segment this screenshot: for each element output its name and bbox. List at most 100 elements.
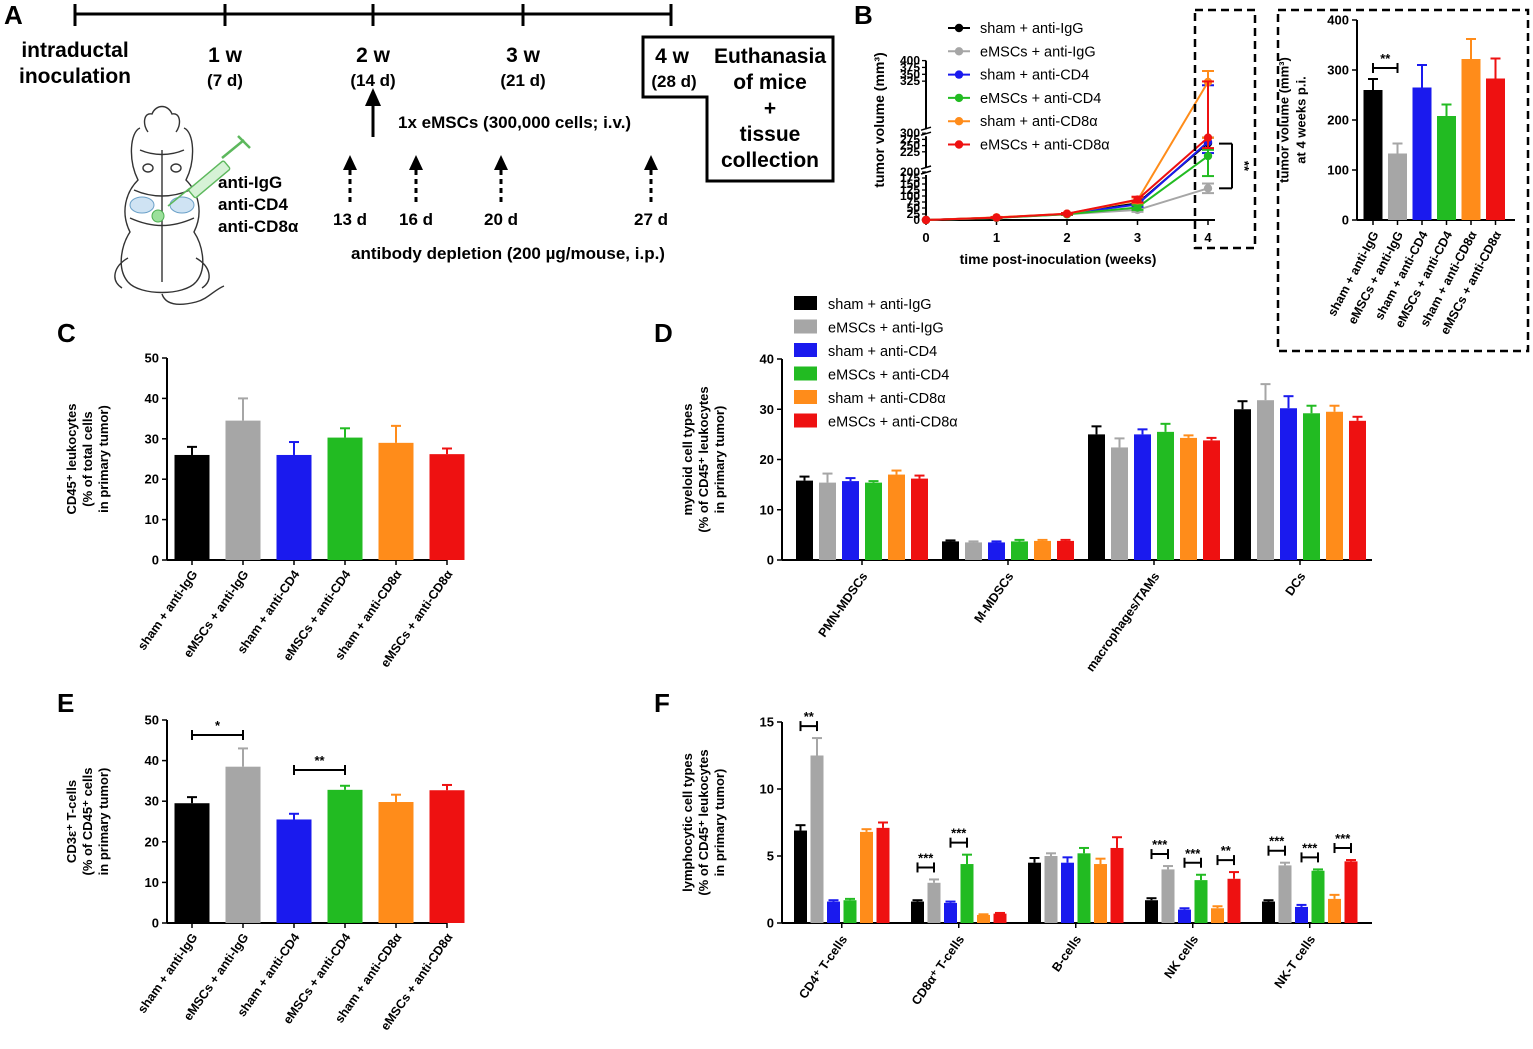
panel-b-y-tick-label-4: 100 (900, 189, 920, 203)
panel-b-y-tick-label-10: 250 (900, 139, 920, 153)
panel-f-sig-1-sig-label: *** (918, 850, 934, 865)
panel-b-x-tick-label-2: 2 (1063, 230, 1070, 245)
panel-f-bar-0-2 (827, 901, 840, 923)
euthanasia-line-1: Euthanasia (714, 45, 826, 68)
panel-f-bar-3-0 (1145, 900, 1158, 923)
euthanasia-line-2: of mice (733, 71, 807, 94)
panel-b-bar-y-label-0: tumor volume (mm³) (1277, 57, 1292, 183)
panel-f-bar-0-4 (860, 831, 873, 923)
panel-b-bar-bar-5 (1486, 78, 1505, 220)
panel-b-bar-sig-0-sig-label: ** (1380, 51, 1391, 66)
antibody-3: anti-CD8α (218, 217, 299, 236)
panel-d-chart: 0 10 20 30 40 myeloid cell types (% of CD45⁺ l… (680, 296, 1372, 674)
panel-b-y-tick-label-1: 25 (907, 207, 921, 221)
panel-b-bar-y-label-1: at 4 weeks p.i. (1294, 76, 1309, 163)
panel-f-bar-4-4 (1328, 898, 1341, 923)
panel-c-y-tick-label-4: 40 (145, 391, 159, 406)
panel-f-bar-1-1 (927, 882, 941, 923)
panel-d-bar-1-2 (988, 542, 1005, 560)
panel-d-bar-0-0 (796, 480, 813, 560)
panel-f-sig-0-sig-label: ** (804, 709, 815, 724)
panel-f-bar-3-3 (1194, 880, 1208, 923)
panel-b-bar-chart: 0 100 200 300 400 tumor volume (mm³) at 4 week… (1277, 13, 1515, 337)
panel-f-sig-2-sig-label: *** (951, 826, 967, 841)
panel-d-x-label-2: macrophages/TAMs (1083, 570, 1162, 675)
panel-f-bar-2-0 (1028, 862, 1041, 923)
panel-f-bar-2-3 (1077, 853, 1091, 923)
panel-d-y-tick-label-3: 30 (760, 402, 774, 417)
panel-e-sig-0-sig-label: * (215, 718, 221, 733)
panel-b-point-5-3 (1133, 195, 1142, 204)
panel-f-bar-0-5 (876, 827, 890, 923)
panel-f-bar-0-3 (843, 900, 857, 923)
panel-e-bar-4 (378, 802, 414, 923)
panel-b-y-tick-label-16: 400 (900, 54, 920, 68)
panel-b-legend-marker-1 (954, 47, 964, 56)
panel-d-label: D (654, 318, 673, 348)
panel-f-bar-2-5 (1110, 847, 1124, 923)
week-3-label: 3 w (506, 44, 541, 67)
start-label-line-1: intraductal (21, 39, 128, 62)
panel-d-bar-0-5 (911, 478, 928, 560)
panel-b-sig-label: ** (1237, 161, 1252, 172)
panel-f-bar-3-2 (1178, 909, 1191, 923)
panel-d-bar-2-4 (1180, 437, 1197, 560)
panel-e-y-tick-label-3: 30 (145, 794, 159, 809)
mammary-gland-left (129, 196, 155, 214)
panel-b-y-tick-label-9: 225 (900, 145, 920, 159)
panel-b-bar-bar-2 (1412, 87, 1432, 220)
panel-d-legend-label-2: sham + anti-CD4 (828, 344, 937, 360)
panel-f-x-label-3: NK cells (1161, 933, 1201, 981)
week-2-days: (14 d) (350, 71, 395, 90)
tumor-site (151, 209, 165, 223)
panel-d-x-label-3: DCs (1283, 570, 1309, 599)
panel-e-label: E (57, 688, 74, 718)
panel-c-bar-1 (225, 420, 261, 560)
week-2-label: 2 w (356, 44, 391, 67)
panel-b-bar-bar-1 (1388, 153, 1407, 220)
panel-d-bar-3-4 (1326, 411, 1343, 560)
panel-d-y-tick-label-4: 40 (760, 352, 774, 367)
panel-b-y-tick-label-13: 325 (900, 74, 920, 88)
panel-d-y-label-2: in primary tumor) (712, 406, 727, 514)
panel-b-y-tick-label-3: 75 (907, 195, 921, 209)
panel-a-label: A (4, 0, 23, 30)
depletion-day-2: 16 d (399, 210, 433, 229)
panel-b-y-tick-label-2: 50 (907, 201, 921, 215)
mammary-gland-right (169, 196, 195, 214)
panel-b-legend-marker-5 (954, 140, 964, 149)
panel-e-y-tick-label-1: 10 (145, 875, 159, 890)
panel-f-chart: 0 5 10 15 lymphocytic cell types (% of CD45⁺ … (680, 709, 1372, 1008)
panel-f-bar-4-0 (1262, 901, 1275, 923)
panel-b-bar-bar-4 (1461, 59, 1481, 220)
panel-b-bar-y-tick-label-2: 200 (1327, 113, 1349, 128)
panel-f-sig-7-sig-label: *** (1302, 840, 1318, 855)
week-1-label: 1 w (208, 44, 243, 67)
panel-d-legend-swatch-3 (794, 366, 817, 381)
depletion-day-4: 27 d (634, 210, 668, 229)
panel-d-legend-swatch-1 (794, 319, 817, 334)
panel-d-bar-0-1 (819, 482, 836, 560)
panel-b-bar-y-tick-label-4: 400 (1327, 13, 1349, 28)
panel-d-bar-2-5 (1203, 440, 1220, 560)
panel-f-bar-4-1 (1278, 865, 1292, 923)
panel-b-legend-label-2: sham + anti-CD4 (980, 68, 1089, 84)
panel-c-bar-0 (174, 454, 210, 560)
panel-b-legend-marker-2 (954, 70, 964, 79)
panel-b-bar-bar-3 (1437, 116, 1456, 220)
week4-highlight-box (1193, 8, 1257, 250)
depletion-label: antibody depletion (200 µg/mouse, i.p.) (351, 244, 665, 263)
panel-d-bar-0-4 (888, 474, 905, 560)
depletion-day-1: 13 d (333, 210, 367, 229)
panel-f-bar-3-1 (1161, 869, 1175, 923)
panel-c-y-tick-label-1: 10 (145, 512, 159, 527)
panel-b-axis-break-0-b (920, 165, 932, 170)
panel-c-y-tick-label-5: 50 (145, 351, 159, 366)
panel-b-label: B (854, 0, 873, 30)
syringe-icon (167, 135, 251, 207)
panel-f-sig-5-sig-label: ** (1221, 843, 1232, 858)
panel-e-bar-2 (276, 819, 312, 923)
injection-label: 1x eMSCs (300,000 cells; i.v.) (398, 113, 631, 132)
